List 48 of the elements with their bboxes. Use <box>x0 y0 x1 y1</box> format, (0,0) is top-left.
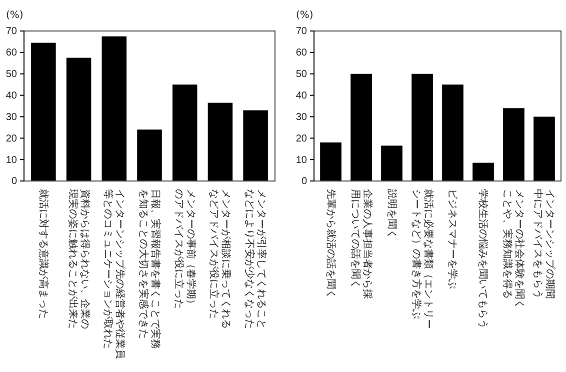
bar <box>208 102 233 181</box>
y-tick-label: 50 <box>296 69 308 80</box>
y-tick-label: 40 <box>6 90 18 102</box>
y-tick-label: 50 <box>6 69 18 80</box>
bar <box>503 108 524 181</box>
x-tick-label: 学校生活の悩みを聞いてもらう <box>478 189 490 329</box>
x-tick-label: ビジネスマナーを学ぶ <box>447 189 460 289</box>
y-tick-label: 70 <box>6 26 18 38</box>
bar <box>66 58 92 181</box>
bar <box>102 36 127 181</box>
bar <box>172 84 198 181</box>
x-tick-label: メンターの社会体験を聞くことや、実務知識を得る <box>502 189 526 309</box>
bar <box>350 74 372 181</box>
bar <box>442 84 464 181</box>
x-tick-label: 就活に必要な書類（エントリーシートなど）の書き方を学ぶ <box>410 189 435 329</box>
x-tick-label: 資料からは得られない、企業の現実の姿に触れることが出来た <box>67 189 92 329</box>
y-tick-label: 60 <box>6 48 18 59</box>
x-tick-label: 先輩から就活の話を聞く <box>325 189 338 299</box>
x-tick-label: インターンシップ先の経営者や従業員等とのコミュニケーションが取れた <box>102 189 127 359</box>
y-tick-label: 10 <box>296 154 308 166</box>
bar <box>31 42 56 181</box>
y-tick-label: 20 <box>296 133 308 144</box>
x-tick-label: メンターが相談に乗ってくれるなどアドバイスが役に立った <box>208 189 233 329</box>
x-tick-label: メンターが引率してくれることなどにより不安が少なくなった <box>244 189 268 329</box>
x-tick-label: メンターの事前（春学期）のアドバイスが役に立った <box>173 189 198 309</box>
y-tick-label: 70 <box>296 26 308 38</box>
x-tick-label: インターンシップの期間中にアドバイスをもらう <box>532 189 557 299</box>
bar <box>381 146 402 181</box>
y-tick-label: 40 <box>296 90 308 102</box>
bar <box>534 116 555 181</box>
y-tick-label: 60 <box>296 48 308 59</box>
x-tick-label: 就活に対する意識が高まった <box>38 189 50 319</box>
x-tick-label: 日報、実習報告書を書くことで実務を知ることの大切さを実感できた <box>138 189 162 349</box>
x-tick-label: 企業の人事担当者から採用についての話を聞く <box>350 189 374 299</box>
x-tick-label: 説明を聞く <box>386 189 398 239</box>
y-tick-label: 0 <box>301 176 308 188</box>
y-tick-label: 30 <box>6 112 18 123</box>
bar <box>320 142 342 181</box>
y-tick-label: 30 <box>296 112 308 123</box>
bar <box>472 162 494 181</box>
y-tick-label: 10 <box>6 154 18 166</box>
y-tick-label: 0 <box>11 176 18 188</box>
bar <box>412 74 433 181</box>
y-axis-title: (%) <box>6 10 24 21</box>
y-axis-title: (%) <box>296 10 314 21</box>
y-tick-label: 20 <box>6 133 18 144</box>
bar <box>137 130 162 181</box>
bar <box>243 110 268 181</box>
